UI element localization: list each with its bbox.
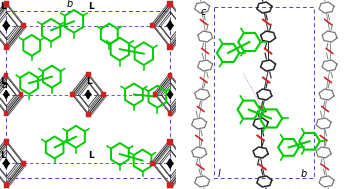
Polygon shape [3,90,9,99]
Polygon shape [19,92,23,97]
Polygon shape [85,90,91,99]
Polygon shape [153,92,157,97]
Polygon shape [168,1,173,7]
Text: b: b [300,169,307,179]
Text: L: L [0,77,6,86]
Polygon shape [168,73,172,78]
Text: b: b [67,0,73,9]
Polygon shape [86,72,90,77]
Polygon shape [168,111,172,116]
Polygon shape [183,92,187,97]
Text: a: a [2,80,8,90]
Text: l: l [218,169,221,179]
Polygon shape [3,159,9,168]
Text: L: L [88,151,94,160]
Polygon shape [21,161,26,166]
Text: L: L [0,151,6,160]
Polygon shape [168,44,173,50]
Polygon shape [4,73,8,78]
Polygon shape [3,44,9,50]
Polygon shape [3,139,9,145]
Polygon shape [185,161,190,166]
Polygon shape [185,23,190,28]
Polygon shape [86,112,90,117]
Text: c: c [200,7,206,17]
Text: L: L [86,77,92,86]
Polygon shape [3,1,9,7]
Polygon shape [168,90,173,99]
Polygon shape [167,21,173,30]
Polygon shape [168,182,173,188]
Polygon shape [3,21,9,30]
Polygon shape [168,139,173,145]
Polygon shape [150,23,156,28]
Polygon shape [21,23,26,28]
Text: L: L [88,2,94,11]
Polygon shape [3,182,9,188]
Text: L: L [0,2,6,11]
Polygon shape [102,92,106,97]
Polygon shape [4,111,8,116]
Polygon shape [150,161,156,166]
Polygon shape [70,92,75,97]
Polygon shape [167,159,173,168]
